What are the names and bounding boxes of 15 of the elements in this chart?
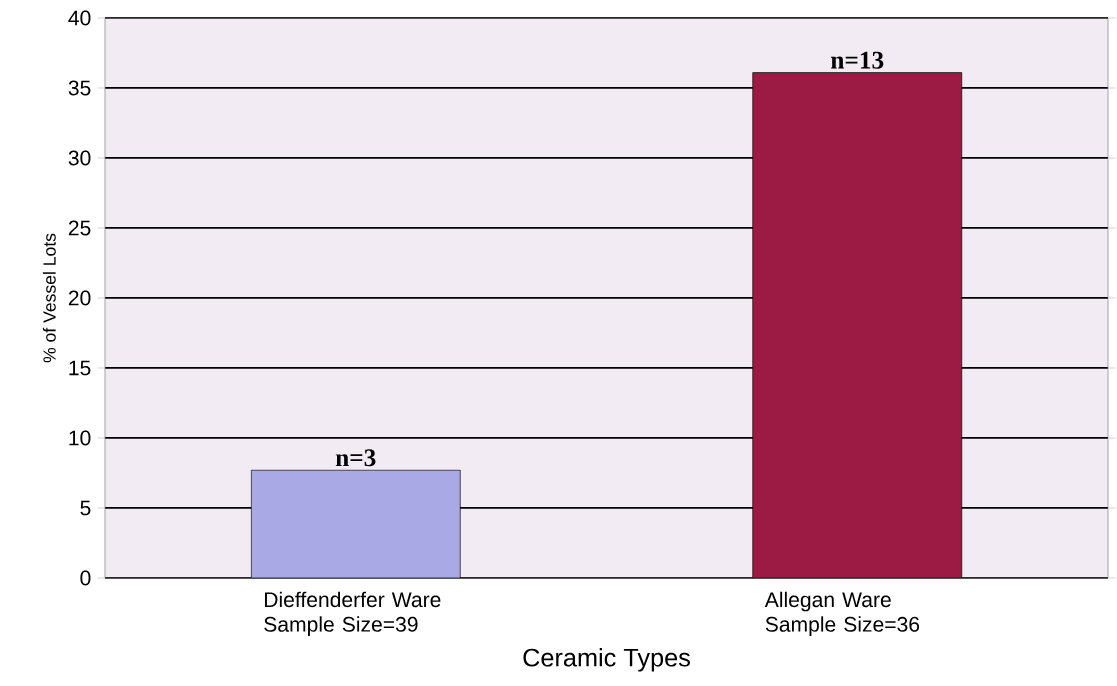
y-tick-label: 0 [80, 570, 91, 586]
y-tick-label: 30 [68, 150, 91, 166]
y-tick-label: 15 [69, 360, 91, 376]
x-tick-label: Dieffenderfer Ware Sample Size=39 [264, 591, 441, 636]
annotation: n=3 [335, 449, 376, 467]
x-tick-label: Allegan Ware Sample Size=36 [764, 591, 920, 636]
x-axis-title: Ceramic Types [523, 648, 690, 672]
y-axis-title: % of Vessel Lots [42, 233, 56, 363]
y-tick-label: 40 [68, 10, 91, 26]
y-tick-label: 10 [69, 430, 91, 446]
y-tick-label: 35 [68, 80, 91, 96]
y-tick-label: 5 [80, 500, 91, 516]
y-tick-label: 25 [68, 220, 91, 236]
annotation: n=13 [831, 51, 884, 69]
y-tick-label: 20 [68, 290, 91, 306]
